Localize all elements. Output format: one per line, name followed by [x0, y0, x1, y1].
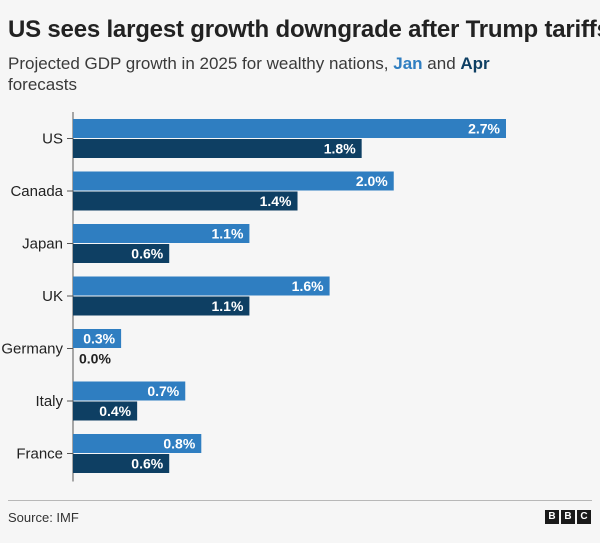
value-label-apr-italy: 0.4% — [99, 403, 131, 419]
category-label-italy: Italy — [35, 393, 63, 410]
category-label-japan: Japan — [22, 236, 63, 253]
value-label-apr-france: 0.6% — [131, 456, 163, 472]
bar-chart: US 2.7% 1.8% Canada 2.0% 1.4% Japan 1.1% 0.6% UK 1… — [1, 112, 506, 482]
bar-jan-italy — [73, 381, 186, 401]
subtitle-and: and — [427, 54, 456, 73]
bar-apr-france — [73, 454, 170, 473]
bbc-logo-block: B — [545, 510, 559, 524]
bar-apr-canada — [73, 191, 298, 211]
value-label-apr-japan: 0.6% — [131, 246, 163, 262]
bar-jan-us — [73, 119, 506, 138]
value-label-jan-us: 2.7% — [468, 121, 500, 137]
value-label-apr-canada: 1.4% — [260, 193, 292, 209]
bar-apr-japan — [73, 244, 170, 263]
bbc-logo-block: B — [561, 510, 575, 524]
source-note: Source: IMF — [8, 510, 79, 525]
category-label-uk: UK — [42, 288, 63, 305]
subtitle-prefix: Projected GDP growth in 2025 for wealthy… — [8, 54, 389, 73]
chart-subtitle: Projected GDP growth in 2025 for wealthy… — [8, 53, 578, 95]
value-label-jan-italy: 0.7% — [147, 383, 179, 399]
footer-divider — [8, 500, 592, 501]
legend-apr: Apr — [460, 54, 490, 73]
category-label-germany: Germany — [1, 341, 63, 358]
bbc-logo: B B C — [545, 510, 591, 524]
subtitle-suffix: forecasts — [8, 75, 77, 94]
value-label-apr-uk: 1.1% — [211, 298, 243, 314]
bar-jan-france — [73, 434, 202, 453]
legend-jan: Jan — [393, 54, 423, 73]
value-label-jan-germany: 0.3% — [83, 331, 115, 347]
bbc-logo-block: C — [577, 510, 591, 524]
category-label-france: France — [16, 446, 63, 463]
category-label-us: US — [42, 131, 63, 148]
value-label-jan-canada: 2.0% — [356, 173, 388, 189]
bar-apr-us — [73, 139, 362, 158]
value-label-jan-japan: 1.1% — [211, 226, 243, 242]
bar-jan-uk — [73, 276, 330, 296]
bar-apr-italy — [73, 401, 138, 421]
value-label-jan-france: 0.8% — [163, 436, 195, 452]
chart-title: US sees largest growth downgrade after T… — [8, 16, 600, 43]
bar-apr-uk — [73, 296, 250, 316]
bar-jan-germany — [73, 329, 122, 348]
value-label-jan-uk: 1.6% — [292, 278, 324, 294]
value-label-apr-us: 1.8% — [324, 141, 356, 157]
bar-jan-japan — [73, 224, 250, 243]
bar-jan-canada — [73, 171, 394, 191]
value-label-apr-germany: 0.0% — [79, 351, 111, 367]
category-label-canada: Canada — [10, 183, 63, 200]
